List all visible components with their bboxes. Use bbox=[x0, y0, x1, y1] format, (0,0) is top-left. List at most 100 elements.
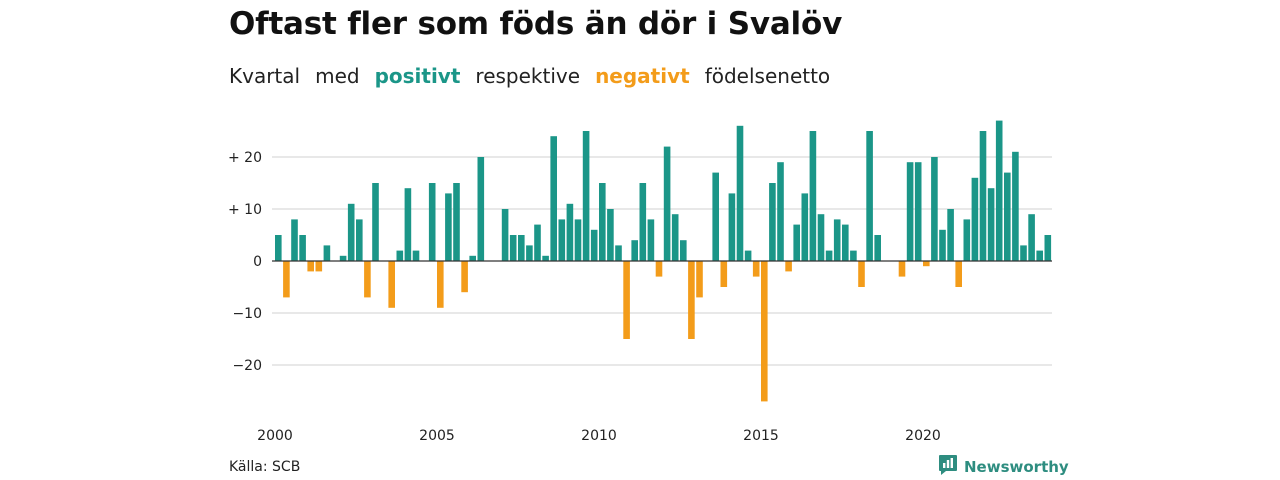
bar-positive bbox=[323, 245, 331, 261]
y-tick-label: −20 bbox=[232, 358, 262, 374]
bar-positive bbox=[339, 255, 347, 261]
bar-positive bbox=[607, 209, 614, 261]
bar-negative bbox=[655, 261, 663, 277]
subtitle-negative-label: negativt bbox=[595, 64, 690, 88]
source-note: Källa: SCB bbox=[229, 459, 301, 475]
bar-positive bbox=[647, 219, 655, 261]
y-tick-label: 0 bbox=[253, 254, 262, 270]
y-tick-label: −10 bbox=[232, 306, 262, 322]
bar-negative bbox=[283, 261, 290, 298]
bar-positive bbox=[558, 219, 566, 261]
bar-positive bbox=[404, 188, 412, 261]
bar-positive bbox=[639, 183, 647, 261]
bar-positive bbox=[518, 235, 525, 261]
bar-positive bbox=[906, 162, 914, 261]
bar-positive bbox=[866, 131, 873, 261]
subtitle-word-med: med bbox=[315, 64, 360, 88]
bar-positive bbox=[663, 146, 671, 261]
x-tick-label: 2020 bbox=[905, 428, 941, 444]
bar-positive bbox=[526, 245, 533, 261]
bar-positive bbox=[817, 214, 825, 261]
bar-positive bbox=[453, 183, 460, 261]
subtitle-word-respektive: respektive bbox=[475, 64, 581, 88]
bar-positive bbox=[631, 240, 638, 261]
bar-positive bbox=[736, 125, 744, 261]
bar-positive bbox=[931, 157, 938, 261]
bar-positive bbox=[1028, 214, 1035, 261]
bar-positive bbox=[574, 219, 582, 261]
bar-positive bbox=[963, 219, 971, 261]
bar-positive bbox=[914, 162, 922, 261]
bar-positive bbox=[542, 255, 549, 261]
bar-positive bbox=[550, 136, 557, 261]
brand-name: Newsworthy bbox=[964, 458, 1069, 476]
x-tick-label: 2005 bbox=[419, 428, 455, 444]
bar-negative bbox=[437, 261, 444, 308]
bar-positive bbox=[428, 183, 436, 261]
bar-negative bbox=[923, 261, 930, 267]
bar-positive bbox=[842, 224, 849, 261]
bar-positive bbox=[469, 255, 476, 261]
bar-negative bbox=[696, 261, 703, 298]
bar-positive bbox=[590, 229, 598, 261]
bar-positive bbox=[599, 183, 606, 261]
y-tick-label: + 20 bbox=[228, 150, 262, 166]
bar-negative bbox=[461, 261, 468, 293]
bar-positive bbox=[809, 131, 817, 261]
bar-negative bbox=[315, 261, 323, 272]
bar-positive bbox=[744, 250, 752, 261]
bar-negative bbox=[898, 261, 906, 277]
bar-positive bbox=[801, 193, 809, 261]
x-tick-label: 2015 bbox=[743, 428, 779, 444]
bar-positive bbox=[501, 209, 509, 261]
bar-negative bbox=[720, 261, 728, 287]
bar-positive bbox=[275, 235, 282, 261]
bar-positive bbox=[1020, 245, 1027, 261]
chart-title: Oftast fler som föds än dör i Svalöv bbox=[229, 6, 843, 42]
bar-positive bbox=[291, 219, 298, 261]
brand-logo: Newsworthy bbox=[938, 454, 1069, 480]
x-tick-label: 2000 bbox=[257, 428, 293, 444]
bar-negative bbox=[761, 261, 768, 402]
chart-subtitle: Kvartal med positivt respektive negativt föde… bbox=[229, 64, 845, 88]
bar-positive bbox=[680, 240, 687, 261]
bar-positive bbox=[777, 162, 784, 261]
bar-negative bbox=[785, 261, 792, 272]
subtitle-word-kvartal: Kvartal bbox=[229, 64, 301, 88]
bar-positive bbox=[825, 250, 833, 261]
bar-negative bbox=[858, 261, 865, 287]
bar-positive bbox=[1004, 172, 1011, 261]
newsworthy-logo-icon bbox=[938, 454, 958, 480]
bar-positive bbox=[971, 177, 979, 261]
bar-positive bbox=[728, 193, 736, 261]
bar-positive bbox=[712, 172, 719, 261]
bar-positive bbox=[299, 235, 306, 261]
bar-positive bbox=[615, 245, 622, 261]
bar-positive bbox=[939, 229, 946, 261]
bar-negative bbox=[752, 261, 760, 277]
bar-positive bbox=[793, 224, 800, 261]
bar-positive bbox=[509, 235, 517, 261]
bar-positive bbox=[833, 219, 841, 261]
bar-positive bbox=[769, 183, 776, 261]
bar-positive bbox=[1012, 151, 1019, 261]
bar-negative bbox=[623, 261, 630, 339]
bar-positive bbox=[850, 250, 857, 261]
subtitle-positive-label: positivt bbox=[374, 64, 461, 88]
bar-positive bbox=[874, 235, 881, 261]
bar-negative bbox=[688, 261, 695, 339]
bar-positive bbox=[947, 209, 954, 261]
bar-positive bbox=[995, 120, 1003, 261]
bar-negative bbox=[364, 261, 371, 298]
bar-positive bbox=[582, 131, 590, 261]
bar-positive bbox=[1044, 235, 1052, 261]
bar-positive bbox=[396, 250, 404, 261]
subtitle-word-fodelsenetto: födelsenetto bbox=[704, 64, 831, 88]
bar-positive bbox=[534, 224, 541, 261]
bar-negative bbox=[388, 261, 395, 308]
bar-positive bbox=[987, 188, 995, 261]
x-tick-label: 2010 bbox=[581, 428, 617, 444]
bar-positive bbox=[1036, 250, 1043, 261]
bar-negative bbox=[955, 261, 962, 287]
